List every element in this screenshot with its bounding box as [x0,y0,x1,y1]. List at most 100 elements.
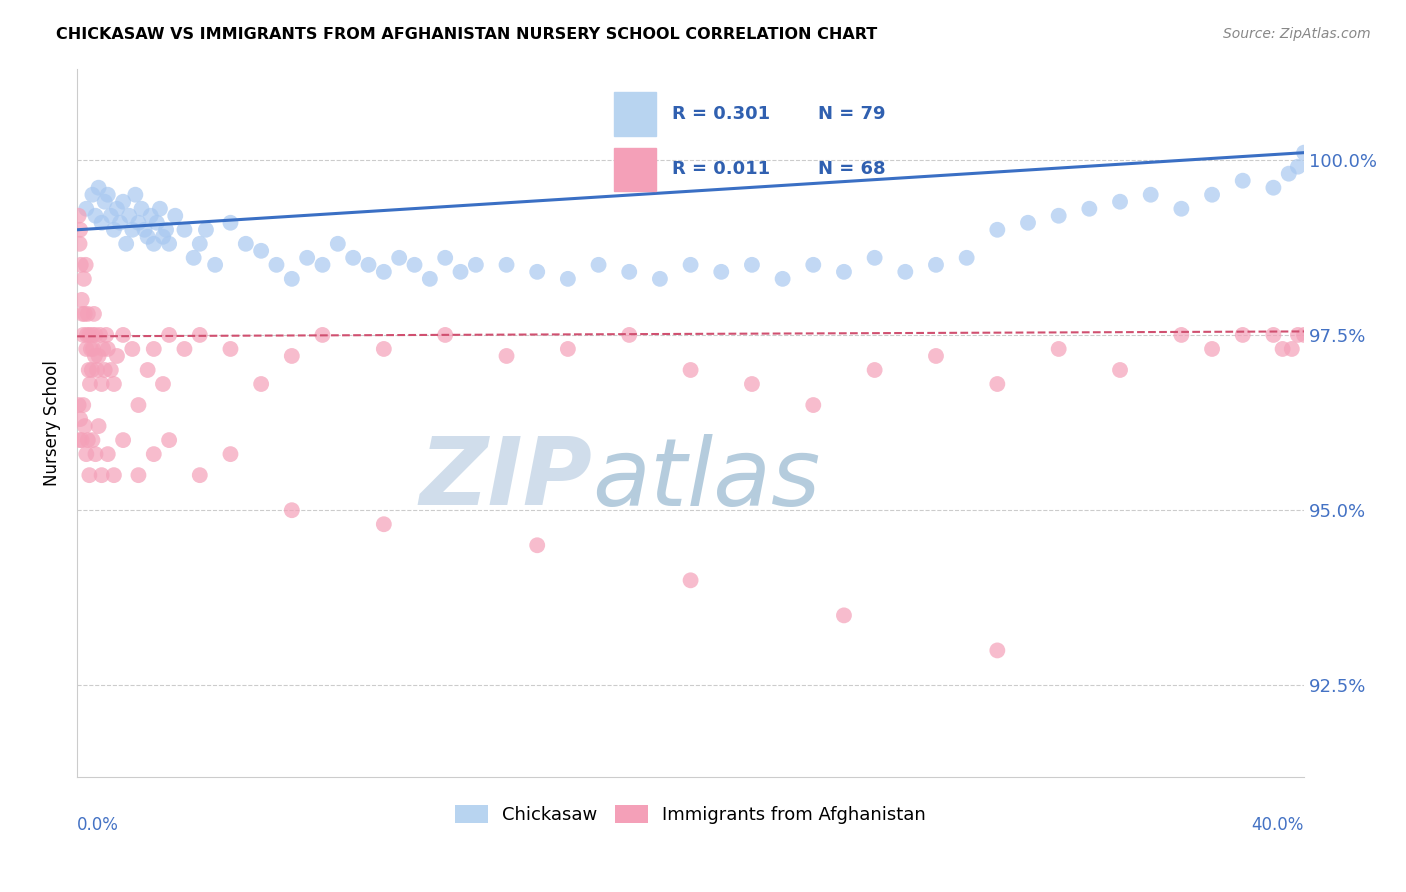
Point [69,433,91,447]
Point [73,307,96,321]
Point [115,236,138,251]
Point [82,342,104,356]
Point [90,377,112,392]
Point [69,223,91,237]
Point [91,342,114,356]
Point [863,363,886,377]
Point [131,202,153,216]
Point [894,265,917,279]
Point [373,265,395,279]
Point [679,574,702,588]
Point [1109,194,1132,209]
Point [1170,327,1192,342]
Point [772,272,794,286]
Point [250,377,273,392]
Text: atlas: atlas [592,434,821,524]
Point [76,327,98,342]
Point [925,258,948,272]
Y-axis label: Nursery School: Nursery School [44,359,60,485]
Point [105,202,128,216]
Point [619,265,641,279]
Point [84,209,107,223]
Point [100,363,122,377]
Point [464,258,486,272]
Point [75,202,97,216]
Point [194,223,217,237]
Point [526,538,548,552]
Point [1047,209,1070,223]
Point [1201,187,1223,202]
Point [157,236,180,251]
Point [157,433,180,447]
Point [326,236,349,251]
Point [93,363,115,377]
Point [157,327,180,342]
Point [832,608,855,623]
Point [863,251,886,265]
Point [96,327,118,342]
Point [204,258,226,272]
Point [1271,342,1294,356]
Point [121,223,143,237]
Point [127,216,149,230]
Legend: Chickasaw, Immigrants from Afghanistan: Chickasaw, Immigrants from Afghanistan [449,797,934,831]
Point [84,447,107,461]
Point [97,342,120,356]
Point [1263,327,1285,342]
Point [103,377,125,392]
Point [69,258,91,272]
Point [165,209,187,223]
Text: 0.0%: 0.0% [77,815,120,833]
Point [73,272,96,286]
Point [1109,363,1132,377]
Point [118,209,141,223]
Point [619,327,641,342]
Point [103,468,125,483]
Text: Source: ZipAtlas.com: Source: ZipAtlas.com [1223,27,1371,41]
Point [373,517,395,532]
Point [1232,174,1254,188]
Point [79,468,101,483]
Point [450,265,472,279]
Point [419,272,441,286]
Point [70,293,93,307]
Point [79,377,101,392]
Point [801,398,824,412]
Point [801,258,824,272]
Point [281,349,304,363]
Point [77,363,100,377]
Point [75,258,97,272]
Point [121,342,143,356]
Point [1294,145,1316,160]
Point [1286,160,1309,174]
Point [72,398,94,412]
Point [925,349,948,363]
Point [83,307,105,321]
Point [832,265,855,279]
Point [152,229,174,244]
Point [1170,202,1192,216]
Point [87,419,110,434]
Point [112,194,135,209]
Point [97,447,120,461]
Point [97,187,120,202]
Point [146,216,169,230]
Point [83,349,105,363]
Point [986,377,1008,392]
Point [1294,327,1316,342]
Point [1281,342,1303,356]
Point [679,363,702,377]
Point [79,327,101,342]
Point [311,258,333,272]
Point [526,265,548,279]
Point [152,377,174,392]
Point [73,419,96,434]
Point [219,447,242,461]
Point [342,251,364,265]
Point [588,258,610,272]
Point [173,342,195,356]
Point [281,503,304,517]
Point [105,349,128,363]
Point [266,258,288,272]
Point [142,236,165,251]
